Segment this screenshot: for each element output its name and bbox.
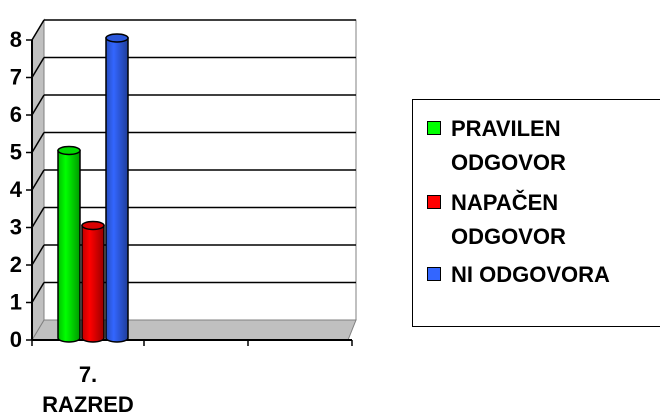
y-tick-label: 7	[10, 65, 22, 90]
legend-label: NI ODGOVORA	[451, 262, 610, 287]
bar-top	[57, 145, 81, 156]
x-category-label: 7. RAZRED	[42, 362, 134, 417]
bar-body	[105, 37, 129, 343]
bar-body	[57, 149, 81, 343]
bar-top	[81, 220, 105, 231]
legend-swatch-green	[427, 121, 441, 135]
bar-1	[57, 145, 81, 343]
y-tick-label: 0	[10, 327, 22, 352]
legend-swatch-red	[427, 195, 441, 209]
y-tick-label: 3	[10, 215, 22, 240]
x-axis-labels: 7. RAZRED	[42, 362, 134, 417]
gridline-depth	[31, 132, 45, 153]
y-tick-label: 6	[10, 102, 22, 127]
y-tick-label: 4	[10, 177, 23, 202]
gridline-depth	[31, 169, 45, 191]
legend-label: NAPAČEN ODGOVOR	[451, 190, 566, 249]
legend: PRAVILEN ODGOVOR NAPAČEN ODGOVOR NI ODGOVO…	[412, 99, 660, 327]
gridline-depth	[31, 244, 45, 266]
y-tick-label: 2	[10, 252, 22, 277]
y-tick-label: 8	[10, 27, 22, 52]
legend-item-ni-odgovora: NI ODGOVORA	[427, 258, 651, 292]
y-tick-label: 5	[10, 140, 22, 165]
bars	[57, 33, 129, 343]
gridline-depth	[31, 57, 45, 78]
legend-item-napacen: NAPAČEN ODGOVOR	[427, 186, 651, 254]
y-tick-label: 1	[10, 290, 22, 315]
bar-3	[105, 33, 129, 343]
gridline-depth	[31, 282, 45, 303]
gridline-depth	[31, 19, 45, 41]
bar-top	[105, 33, 129, 43]
legend-label: PRAVILEN ODGOVOR	[451, 116, 566, 175]
gridline-depth	[31, 207, 45, 228]
y-axis-ticks: 0 1 2 3 4 5 6 7 8	[10, 27, 32, 352]
legend-swatch-blue	[427, 267, 441, 281]
bar-body	[81, 224, 105, 343]
legend-item-pravilen: PRAVILEN ODGOVOR	[427, 112, 651, 180]
bar-2	[81, 220, 105, 343]
gridline-depth	[31, 94, 45, 116]
